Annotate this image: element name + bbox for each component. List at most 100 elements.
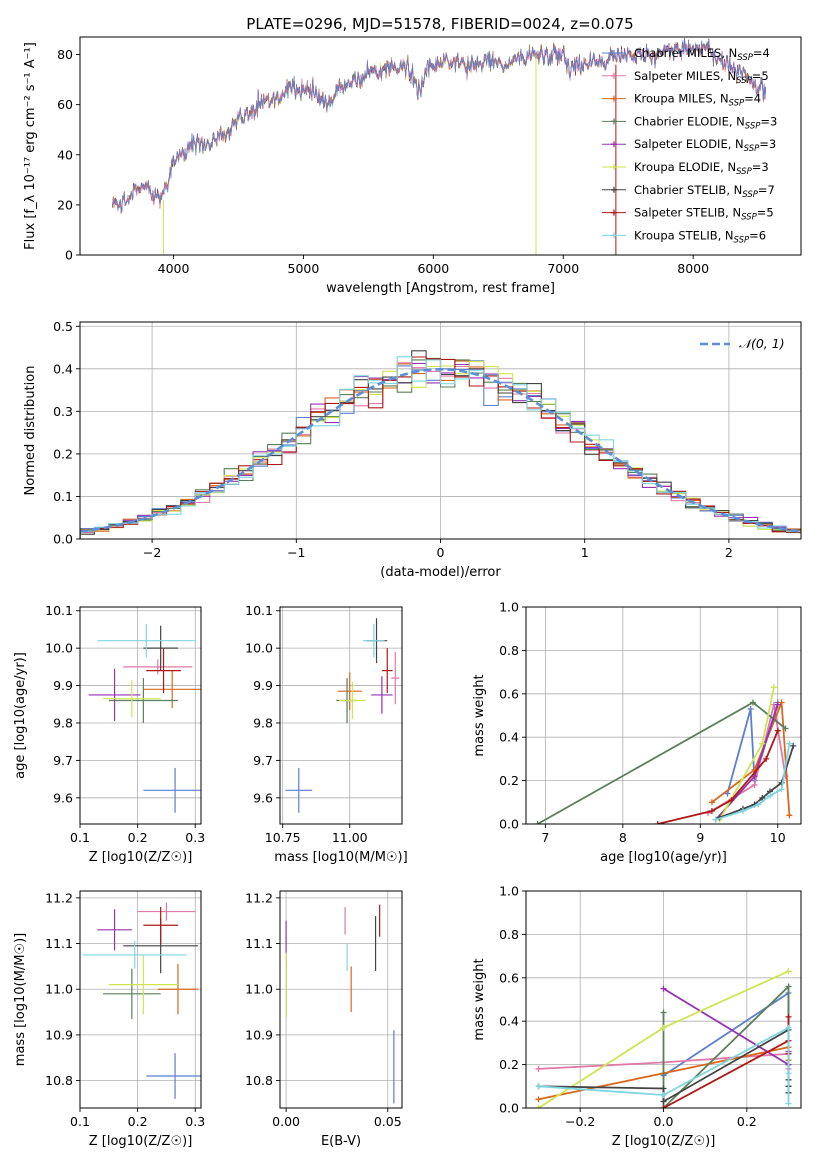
weight-marker <box>786 740 793 747</box>
y-tick-label: 0.0 <box>499 817 519 832</box>
y-tick-label: 10.8 <box>245 1073 273 1088</box>
x-tick-label: 7000 <box>547 261 579 276</box>
weight-marker <box>785 1070 792 1077</box>
y-tick-label: 80 <box>57 47 73 62</box>
legend-label: 𝒩(0, 1) <box>739 336 785 351</box>
weight-marker <box>712 816 719 823</box>
weight-marker <box>785 983 792 990</box>
y-tick-label: 0.5 <box>53 319 73 334</box>
panel-spectrum: 4000 5000 6000 7000 8000 0 20 40 60 80 wavelength … <box>23 36 802 296</box>
x-tick-label: 0.1 <box>70 1114 90 1129</box>
y-tick-label: 0.2 <box>499 773 519 788</box>
weight-marker <box>724 790 731 797</box>
x-tick-label: 10.75 <box>265 830 301 845</box>
y-tick-label: 11.1 <box>45 936 73 951</box>
axes-frame <box>525 890 802 1109</box>
errorbar-point <box>143 625 178 671</box>
y-tick-label: 20 <box>57 197 73 212</box>
weight-marker <box>770 684 777 691</box>
x-tick-label: 0.2 <box>128 1114 148 1129</box>
y-tick-label: 0.1 <box>53 489 73 504</box>
weight-marker <box>660 1009 667 1016</box>
legend-marker <box>611 141 617 148</box>
x-axis-label: mass [log10(M/M☉)] <box>274 850 407 865</box>
y-axis-label: Normed distribution <box>23 366 38 496</box>
y-tick-label: 0.6 <box>499 686 519 701</box>
errorbar-point <box>137 902 196 921</box>
errorbar-point <box>363 623 385 658</box>
x-tick-label: 0.2 <box>737 1114 757 1129</box>
plot-area <box>82 902 201 1099</box>
axes-frame <box>525 606 802 825</box>
legend-label: Chabrier MILES, NSSP=4 <box>634 46 770 63</box>
plot-area <box>80 350 801 539</box>
errorbar-point <box>146 1053 201 1099</box>
y-tick-label: 9.6 <box>253 790 273 805</box>
weight-marker <box>759 740 766 747</box>
y-axis-label: mass weight <box>472 958 487 1040</box>
y-axis-label: Flux [f_λ 10⁻¹⁷ erg cm⁻² s⁻¹ A⁻¹] <box>23 42 38 250</box>
x-tick-label: 0 <box>437 545 445 560</box>
weight-marker <box>774 701 781 708</box>
weight-series <box>535 1024 792 1107</box>
y-tick-label: 0.6 <box>499 970 519 985</box>
weight-marker <box>708 807 715 814</box>
weight-series <box>535 968 792 1108</box>
weight-marker <box>660 1105 667 1108</box>
weight-marker <box>534 821 541 824</box>
x-tick-label: 5000 <box>288 261 320 276</box>
y-tick-label: 0 <box>65 248 73 263</box>
errorbar-point <box>157 964 199 1015</box>
legend-label: Kroupa ELODIE, NSSP=3 <box>634 160 769 177</box>
errorbar-point <box>82 941 187 969</box>
legend-marker <box>611 72 617 79</box>
x-tick-label: 0.05 <box>374 1114 402 1129</box>
y-tick-label: 10.0 <box>245 641 273 656</box>
plot-area <box>112 37 766 255</box>
errorbar-point <box>97 909 132 951</box>
y-tick-label: 11.0 <box>45 982 73 997</box>
y-tick-label: 1.0 <box>499 884 519 899</box>
weight-marker <box>759 794 766 801</box>
x-tick-label: 0.3 <box>185 830 205 845</box>
errorbar-point <box>123 659 193 675</box>
weight-marker <box>785 1024 792 1031</box>
x-tick-label: 8000 <box>677 261 709 276</box>
axes-frame <box>79 321 802 540</box>
weight-series <box>534 699 789 824</box>
legend-label: Salpeter STELIB, NSSP=5 <box>634 206 774 223</box>
axes-frame <box>279 606 403 825</box>
weight-marker <box>535 1105 542 1108</box>
x-tick-label: 11.00 <box>332 830 368 845</box>
y-tick-label: 11.1 <box>245 936 273 951</box>
errorbar-point <box>285 767 313 813</box>
x-tick-label: 10 <box>770 830 786 845</box>
x-tick-label: −1 <box>287 545 305 560</box>
x-tick-label: 1 <box>581 545 589 560</box>
y-tick-label: 9.9 <box>253 678 273 693</box>
panel-age_vs_Z: 0.1 0.2 0.3 9.6 9.7 9.8 9.9 10.0 10.1 Z [log10(Z/… <box>13 603 205 865</box>
y-tick-label: 10.1 <box>45 603 73 618</box>
y-tick-label: 0.4 <box>499 1014 519 1029</box>
y-tick-label: 0.0 <box>53 532 73 547</box>
legend-label: Salpeter MILES, NSSP=5 <box>634 69 769 86</box>
panels: 4000 5000 6000 7000 8000020406080wavelength … <box>13 36 802 1149</box>
weight-marker <box>785 968 792 975</box>
x-axis-label: wavelength [Angstrom, rest frame] <box>326 281 555 296</box>
weight-marker <box>778 786 785 793</box>
errorbar-point <box>108 678 178 723</box>
y-axis-label: mass weight <box>472 674 487 756</box>
x-tick-label: 0.3 <box>185 1114 205 1129</box>
weight-marker <box>660 1098 667 1105</box>
legend-marker <box>611 186 617 193</box>
y-tick-label: 0.2 <box>53 446 73 461</box>
x-tick-label: 4000 <box>158 261 190 276</box>
legend-marker <box>611 50 617 56</box>
legend-marker <box>611 232 617 239</box>
weight-marker <box>785 1100 792 1107</box>
panel-residuals: −2 −1 0 1 2 0.0 0.1 0.2 0.3 0.4 0.5 (data-model)/er… <box>23 319 802 580</box>
x-axis-label: Z [log10(Z/Z☉)] <box>89 1134 193 1149</box>
y-tick-label: 60 <box>57 97 73 112</box>
weight-marker <box>660 985 667 992</box>
